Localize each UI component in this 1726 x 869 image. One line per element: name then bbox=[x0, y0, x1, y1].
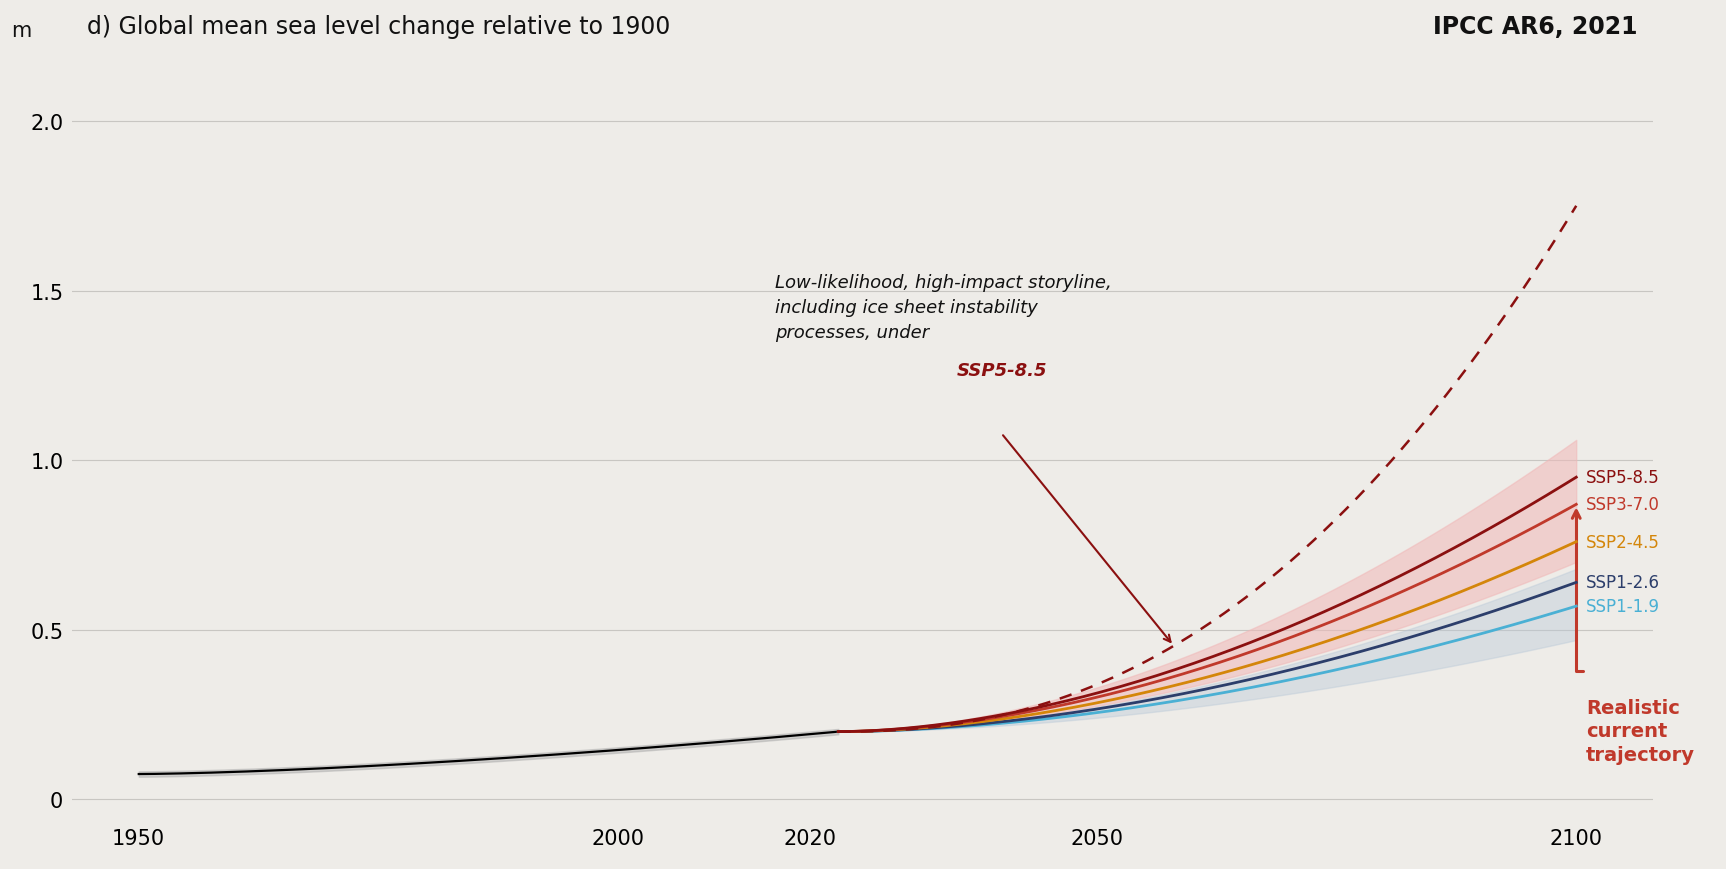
Text: m: m bbox=[12, 21, 31, 41]
Text: SSP5-8.5: SSP5-8.5 bbox=[1586, 468, 1660, 487]
Text: SSP3-7.0: SSP3-7.0 bbox=[1586, 495, 1660, 514]
Text: SSP2-4.5: SSP2-4.5 bbox=[1586, 533, 1660, 551]
Text: d) Global mean sea level change relative to 1900: d) Global mean sea level change relative… bbox=[88, 15, 671, 39]
Text: SSP1-2.6: SSP1-2.6 bbox=[1586, 574, 1660, 592]
Text: Realistic
current
trajectory: Realistic current trajectory bbox=[1586, 698, 1695, 764]
Text: SSP5-8.5: SSP5-8.5 bbox=[958, 362, 1048, 380]
Text: SSP1-1.9: SSP1-1.9 bbox=[1586, 597, 1660, 615]
Text: IPCC AR6, 2021: IPCC AR6, 2021 bbox=[1433, 15, 1636, 39]
Text: Low-likelihood, high-impact storyline,
including ice sheet instability
processes: Low-likelihood, high-impact storyline, i… bbox=[775, 273, 1112, 342]
